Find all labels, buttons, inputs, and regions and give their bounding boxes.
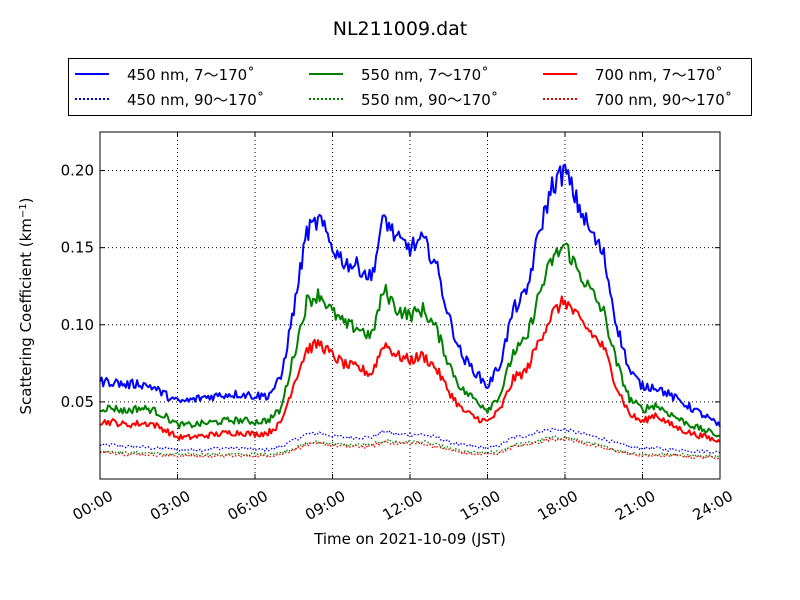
y-tick-label: 0.10 xyxy=(61,316,94,334)
legend-item-700-narrow: 700 nm, 90～170˚ xyxy=(543,89,732,109)
legend-swatch-450-wide xyxy=(75,73,109,75)
legend-swatch-450-narrow xyxy=(75,98,109,100)
legend-item-700-wide: 700 nm, 7～170˚ xyxy=(543,64,723,84)
y-axis-ticks: 0.05 0.10 0.15 0.20 xyxy=(61,162,720,411)
legend-item-450-narrow: 450 nm, 90～170˚ xyxy=(75,89,264,109)
x-tick-label: 09:00 xyxy=(302,487,348,524)
series-line-5 xyxy=(99,436,721,460)
series-line-1 xyxy=(99,427,721,454)
legend: 450 nm, 7～170˚ 450 nm, 90～170˚ 550 nm, 7… xyxy=(68,58,752,116)
legend-swatch-550-narrow xyxy=(309,98,343,100)
legend-label-550-wide: 550 nm, 7～170˚ xyxy=(361,65,489,84)
legend-label-550-narrow: 550 nm, 90～170˚ xyxy=(361,90,499,109)
legend-label-450-narrow: 450 nm, 90～170˚ xyxy=(127,90,265,109)
chart-title: NL211009.dat xyxy=(332,18,468,40)
series-line-4 xyxy=(99,295,721,443)
x-tick-label: 21:00 xyxy=(612,487,658,524)
y-axis-label-sup: −1 xyxy=(18,203,29,218)
x-tick-label: 12:00 xyxy=(380,487,426,524)
legend-swatch-700-wide xyxy=(543,73,577,75)
x-axis-label: Time on 2021-10-09 (JST) xyxy=(313,530,506,548)
y-axis-label-main: Scattering Coefficient (km xyxy=(17,218,35,414)
x-tick-label: 03:00 xyxy=(147,487,193,524)
legend-item-550-narrow: 550 nm, 90～170˚ xyxy=(309,89,498,109)
y-tick-label: 0.05 xyxy=(61,393,94,411)
series-line-0 xyxy=(99,163,721,427)
legend-label-450-wide: 450 nm, 7～170˚ xyxy=(127,65,255,84)
legend-swatch-700-narrow xyxy=(543,98,577,100)
x-tick-label: 00:00 xyxy=(70,487,116,524)
x-tick-label: 18:00 xyxy=(535,487,581,524)
y-tick-label: 0.20 xyxy=(61,162,94,180)
x-tick-label: 15:00 xyxy=(457,487,503,524)
series-layer xyxy=(99,163,721,460)
x-tick-label: 06:00 xyxy=(225,487,271,524)
x-tick-label: 24:00 xyxy=(690,487,736,524)
x-axis-ticks: 00:00 03:00 06:00 09:00 12:00 15:00 18:00 21:00… xyxy=(70,132,736,524)
legend-swatch-550-wide xyxy=(309,73,343,75)
series-line-2 xyxy=(99,242,720,438)
legend-label-700-narrow: 700 nm, 90～170˚ xyxy=(595,90,733,109)
y-tick-label: 0.15 xyxy=(61,239,94,257)
y-axis-label-close: ) xyxy=(17,197,35,203)
legend-item-550-wide: 550 nm, 7～170˚ xyxy=(309,64,489,84)
y-axis-label: Scattering Coefficient (km−1) xyxy=(17,197,35,414)
legend-label-700-wide: 700 nm, 7～170˚ xyxy=(595,65,723,84)
legend-item-450-wide: 450 nm, 7～170˚ xyxy=(75,64,255,84)
